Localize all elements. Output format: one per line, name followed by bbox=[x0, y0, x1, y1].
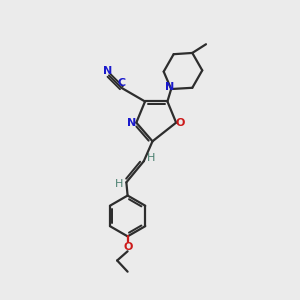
Text: H: H bbox=[115, 179, 124, 189]
Text: N: N bbox=[164, 82, 174, 92]
Text: O: O bbox=[176, 118, 185, 128]
Text: N: N bbox=[103, 66, 112, 76]
Text: H: H bbox=[147, 153, 155, 163]
Text: N: N bbox=[127, 118, 136, 128]
Text: O: O bbox=[123, 242, 133, 252]
Text: C: C bbox=[117, 78, 125, 88]
